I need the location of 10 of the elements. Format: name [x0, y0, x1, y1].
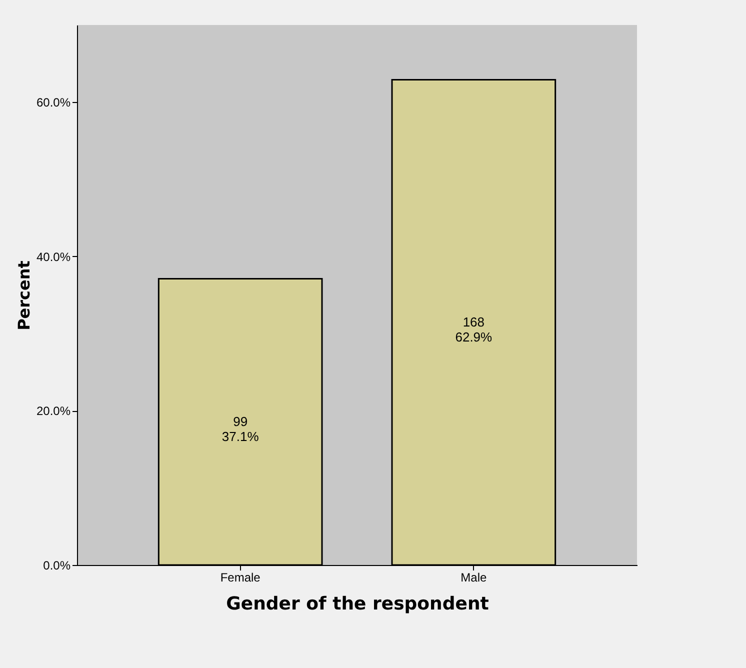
y-axis-title: Percent: [14, 260, 34, 330]
x-axis-title: Gender of the respondent: [226, 594, 490, 614]
data-label: 99 37.1%: [222, 414, 260, 444]
data-label: 168 62.9%: [455, 314, 493, 344]
y-tick-label: 20.0%: [36, 404, 71, 418]
x-tick-label: Female: [220, 570, 261, 584]
y-tick-label: 40.0%: [36, 250, 71, 264]
y-tick-label: 0.0%: [43, 558, 71, 572]
y-tick-label: 60.0%: [36, 96, 71, 110]
x-tick-label: Male: [460, 570, 487, 584]
